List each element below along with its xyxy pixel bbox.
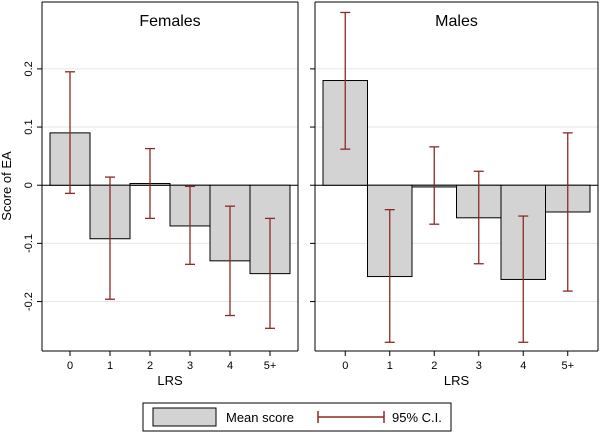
x-tick-label: 2 [147, 360, 153, 372]
legend-bar-label: Mean score [226, 410, 294, 425]
chart-panels: -0.2 -0.1 0 0.1 0.2 0 1 2 3 4 5+ Females LRS 0 1 2 3 4 5+ M… [23, 1, 599, 388]
x-tick-label: 3 [476, 360, 482, 372]
x-tick-label: 4 [520, 360, 526, 372]
panel-title: Males [435, 13, 478, 30]
legend-bar-swatch [152, 407, 217, 427]
y-tick-label: 0.2 [23, 61, 35, 76]
y-tick-label: 0.1 [23, 119, 35, 134]
x-tick-label: 4 [227, 360, 233, 372]
x-tick-label: 5+ [264, 360, 277, 372]
x-tick-label: 1 [107, 360, 113, 372]
x-tick-label: 2 [431, 360, 437, 372]
panel-title: Females [139, 13, 200, 30]
panel-females: -0.2 -0.1 0 0.1 0.2 0 1 2 3 4 5+ Females LRS [23, 1, 299, 388]
x-tick-label: 1 [387, 360, 393, 372]
y-tick-label: 0 [23, 182, 35, 188]
legend-ci-label: 95% C.I. [392, 410, 442, 425]
x-axis-label: LRS [157, 373, 183, 388]
y-tick-label: -0.2 [23, 292, 35, 311]
x-tick-label: 5+ [561, 360, 574, 372]
x-axis-label: LRS [444, 373, 470, 388]
x-tick-label: 0 [342, 360, 348, 372]
x-tick-label: 0 [67, 360, 73, 372]
legend: Mean score 95% C.I. [142, 402, 452, 432]
x-tick-label: 3 [187, 360, 193, 372]
y-tick-label: -0.1 [23, 234, 35, 253]
panel-males: 0 1 2 3 4 5+ Males LRS [310, 1, 599, 388]
y-axis-label: Score of EA [0, 151, 14, 221]
